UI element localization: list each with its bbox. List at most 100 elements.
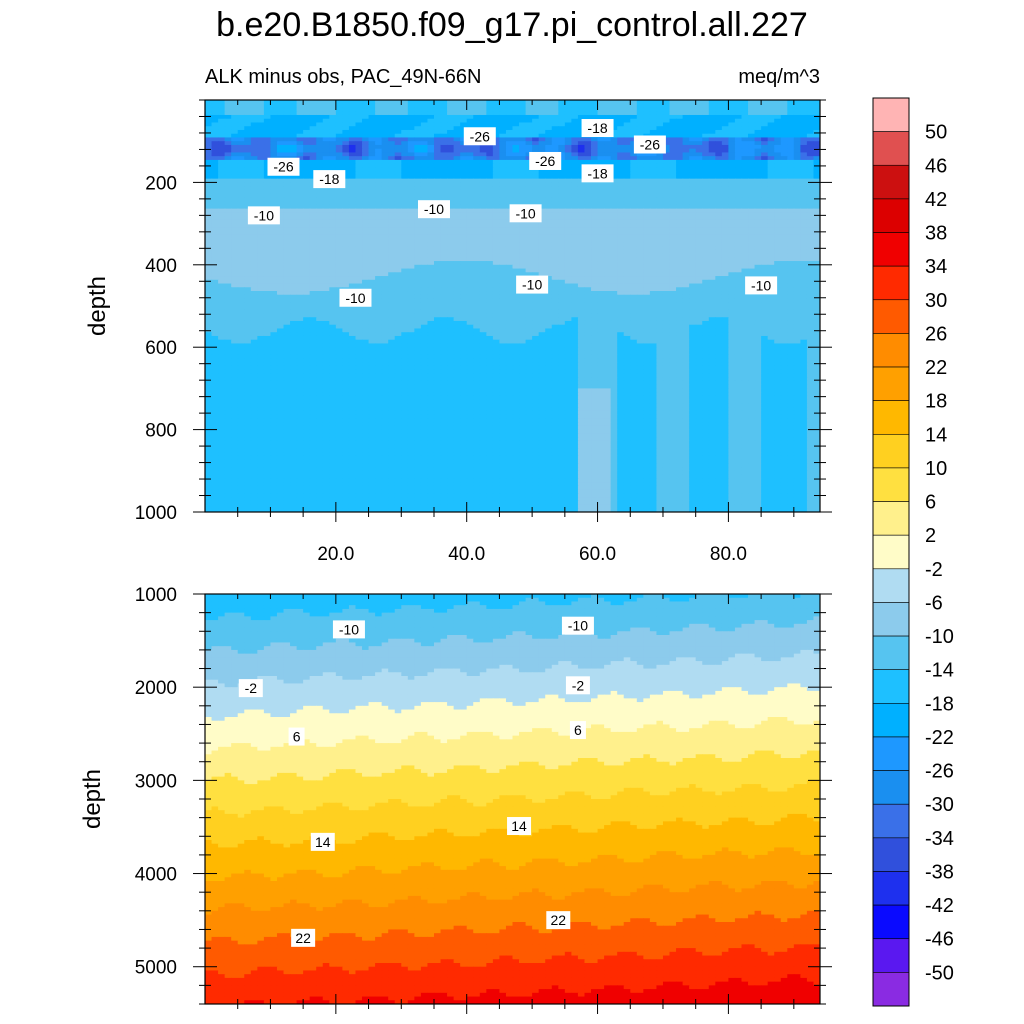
contour-cell: [630, 152, 638, 157]
contour-cell: [329, 122, 337, 127]
contour-cell: [348, 219, 357, 225]
contour-cell: [303, 279, 311, 285]
contour-cell: [649, 291, 658, 296]
contour-cell: [375, 246, 383, 251]
contour-cell: [505, 193, 514, 198]
contour-cell: [335, 122, 343, 127]
contour-cell: [702, 193, 710, 198]
contour-cell: [296, 227, 304, 232]
contour-cell: [702, 133, 710, 139]
contour-cell: [283, 114, 291, 120]
contour-cell: [250, 182, 258, 187]
contour-cell: [460, 216, 468, 221]
contour-cell: [479, 182, 487, 187]
contour-cell: [290, 287, 298, 292]
contour-cell: [407, 171, 415, 176]
contour-cell: [708, 118, 716, 124]
contour-cell: [205, 204, 213, 210]
contour-cell: [244, 257, 252, 262]
contour-cell: [407, 223, 415, 228]
contour-cell: [211, 257, 219, 262]
contour-cell: [538, 223, 546, 228]
contour-cell: [702, 126, 710, 131]
contour-cell: [761, 253, 769, 258]
contour-cell: [532, 100, 540, 105]
contour-cell: [682, 174, 690, 180]
contour-cell: [394, 201, 402, 206]
contour-cell: [793, 268, 801, 273]
contour-cell: [303, 201, 311, 206]
contour-cell: [263, 189, 272, 195]
contour-cell: [368, 246, 376, 251]
contour-cell: [577, 257, 586, 262]
contour-cell: [381, 126, 389, 131]
contour-cell: [276, 287, 285, 292]
contour-cell: [741, 223, 749, 228]
contour-cell: [800, 227, 808, 232]
contour-cell: [761, 204, 769, 210]
contour-cell: [584, 291, 592, 296]
contour-cell: [617, 253, 625, 258]
contour-cell: [682, 249, 690, 255]
contour-cell: [447, 118, 455, 124]
contour-cell: [244, 261, 252, 266]
contour-cell: [205, 167, 213, 172]
contour-cell: [296, 283, 304, 288]
contour-cell: [231, 276, 239, 281]
contour-cell: [728, 283, 736, 288]
contour-cell: [263, 283, 272, 288]
contour-cell: [447, 137, 455, 142]
contour-cell: [519, 234, 527, 240]
contour-cell: [224, 276, 232, 281]
contour-cell: [316, 216, 324, 221]
contour-cell: [492, 279, 501, 285]
contour-cell: [362, 268, 370, 273]
contour-cell: [689, 137, 697, 142]
contour-cell: [492, 189, 501, 195]
contour-cell: [708, 268, 716, 273]
contour-cell: [420, 264, 429, 270]
contour-cell: [348, 197, 357, 202]
contour-cell: [492, 253, 501, 258]
contour-cell: [721, 174, 729, 180]
contour-cell: [715, 201, 723, 206]
contour-cell: [813, 126, 820, 131]
contour-cell: [414, 118, 422, 124]
contour-cell: [283, 223, 291, 228]
contour-cell: [676, 261, 684, 266]
contour-cell: [486, 234, 494, 240]
contour-cell: [715, 234, 723, 240]
contour-cell: [525, 156, 533, 161]
contour-cell: [610, 234, 618, 240]
contour-cell: [257, 186, 265, 191]
contour-cell: [505, 100, 514, 105]
contour-cell: [800, 234, 808, 240]
contour-cell: [348, 186, 357, 191]
contour-cell: [263, 298, 272, 303]
contour-cell: [368, 174, 376, 180]
contour-cell: [244, 279, 252, 285]
contour-cell: [486, 182, 494, 187]
contour-cell: [250, 126, 258, 131]
contour-cell: [250, 137, 258, 142]
contour-cell: [211, 242, 219, 247]
contour-cell: [440, 279, 448, 285]
contour-cell: [662, 122, 671, 127]
contour-cell: [741, 204, 749, 210]
contour-cell: [250, 287, 258, 292]
contour-cell: [316, 163, 324, 169]
contour-cell: [322, 227, 330, 232]
contour-cell: [329, 212, 337, 217]
contour-cell: [689, 103, 697, 109]
contour-cell: [761, 133, 769, 139]
contour-cell: [806, 276, 815, 281]
contour-cell: [519, 231, 527, 236]
contour-cell: [316, 186, 324, 191]
contour-cell: [460, 122, 468, 127]
contour-cell: [689, 159, 697, 165]
contour-cell: [708, 133, 716, 139]
contour-cell: [702, 223, 710, 228]
contour-cell: [244, 298, 252, 303]
contour-cell: [433, 171, 442, 176]
contour-cell: [335, 216, 343, 221]
